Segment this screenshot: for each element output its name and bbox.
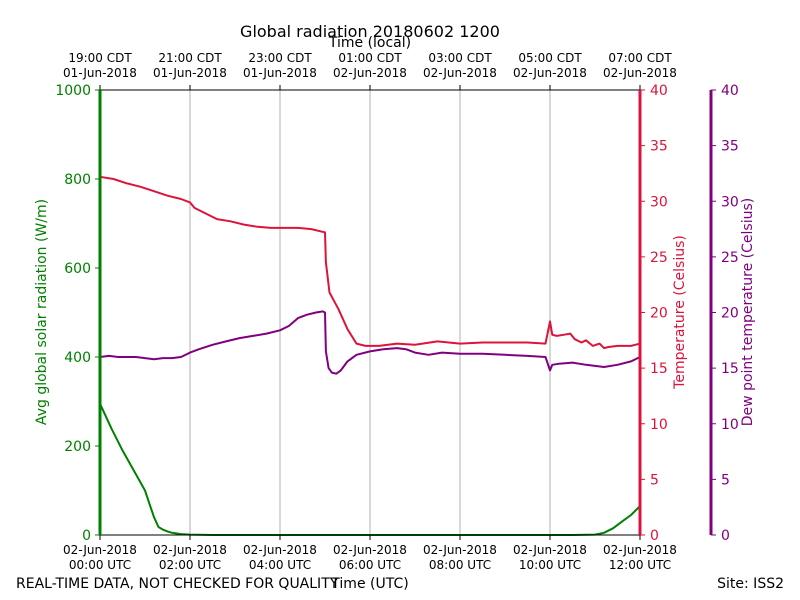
left-axis: 0 200 400 600 800 1000: [55, 83, 102, 544]
grid: [189, 90, 551, 535]
x-top-tick-label-date: 02-Jun-2018: [603, 66, 677, 80]
right-axis: 0 5 10 15 20 25 30 35 40: [638, 83, 668, 544]
chart-title: Global radiation 20180602 1200: [240, 22, 500, 41]
y-right-tick-label: 30: [650, 194, 668, 210]
x-tick-label-date: 02-Jun-2018: [333, 543, 407, 557]
x-top-tick-label-date: 02-Jun-2018: [513, 66, 587, 80]
right2-axis-label: Dew point temperature (Celsius): [740, 198, 756, 426]
x-tick-label-date: 02-Jun-2018: [63, 543, 137, 557]
y-right-tick-label: 40: [650, 83, 668, 99]
x-tick-label-time: 06:00 UTC: [339, 558, 401, 572]
y-left-tick-label: 400: [64, 350, 91, 366]
y-right-tick-label: 25: [650, 250, 668, 266]
x-tick-label-time: 10:00 UTC: [519, 558, 581, 572]
x-tick-label-date: 02-Jun-2018: [513, 543, 587, 557]
x-tick-label-time: 02:00 UTC: [159, 558, 221, 572]
x-top-tick-label-time: 05:00 CDT: [518, 51, 582, 65]
x-tick-label-date: 02-Jun-2018: [243, 543, 317, 557]
bottom-axis-label: Time (UTC): [330, 576, 408, 592]
y-right2-tick-label: 10: [721, 417, 739, 433]
y-right-tick-label: 15: [650, 361, 668, 377]
y-left-tick-label: 200: [64, 439, 91, 455]
x-top-tick-label-time: 21:00 CDT: [158, 51, 222, 65]
x-tick-label-date: 02-Jun-2018: [423, 543, 497, 557]
y-right-tick-label: 0: [650, 528, 659, 544]
x-top-tick-label-time: 01:00 CDT: [338, 51, 402, 65]
y-right2-tick-label: 15: [721, 361, 739, 377]
y-right2-tick-label: 20: [721, 306, 739, 322]
x-top-tick-label-date: 01-Jun-2018: [153, 66, 227, 80]
y-right2-tick-label: 0: [721, 528, 730, 544]
y-right-tick-label: 5: [650, 472, 659, 488]
x-tick-label-time: 08:00 UTC: [429, 558, 491, 572]
top-axis-label: Time (local): [328, 35, 411, 51]
right2-axis: 0 5 10 15 20 25 30 35 40: [709, 83, 739, 544]
x-top-tick-label-date: 02-Jun-2018: [333, 66, 407, 80]
x-top-tick-label-time: 03:00 CDT: [428, 51, 492, 65]
y-left-tick-label: 0: [82, 528, 91, 544]
x-tick-label-date: 02-Jun-2018: [603, 543, 677, 557]
y-right-tick-label: 35: [650, 139, 668, 155]
x-top-tick-label-time: 23:00 CDT: [248, 51, 312, 65]
x-tick-label-date: 02-Jun-2018: [153, 543, 227, 557]
quality-note: REAL-TIME DATA, NOT CHECKED FOR QUALITY: [16, 576, 339, 592]
y-left-tick-label: 800: [64, 172, 91, 188]
y-right-tick-label: 20: [650, 306, 668, 322]
y-right2-tick-label: 25: [721, 250, 739, 266]
x-top-tick-label-date: 01-Jun-2018: [63, 66, 137, 80]
y-right2-tick-label: 40: [721, 83, 739, 99]
x-tick-label-time: 04:00 UTC: [249, 558, 311, 572]
y-left-tick-label: 600: [64, 261, 91, 277]
x-tick-label-time: 00:00 UTC: [69, 558, 131, 572]
site-label: Site: ISS2: [717, 576, 784, 592]
y-right-tick-label: 10: [650, 417, 668, 433]
x-top-tick-label-date: 02-Jun-2018: [423, 66, 497, 80]
series-line-temperature: [99, 175, 641, 350]
series-line-dew-point-temperature: [99, 310, 641, 375]
y-right2-tick-label: 30: [721, 194, 739, 210]
y-right2-tick-label: 5: [721, 472, 730, 488]
y-right2-tick-label: 35: [721, 139, 739, 155]
left-axis-label: Avg global solar radiation (W/m): [34, 199, 50, 425]
y-left-tick-label: 1000: [55, 83, 91, 99]
x-top-tick-label-time: 19:00 CDT: [68, 51, 132, 65]
right-axis-label: Temperature (Celsius): [672, 235, 688, 390]
x-top-tick-label-date: 01-Jun-2018: [243, 66, 317, 80]
x-tick-label-time: 12:00 UTC: [609, 558, 671, 572]
x-top-tick-label-time: 07:00 CDT: [608, 51, 672, 65]
